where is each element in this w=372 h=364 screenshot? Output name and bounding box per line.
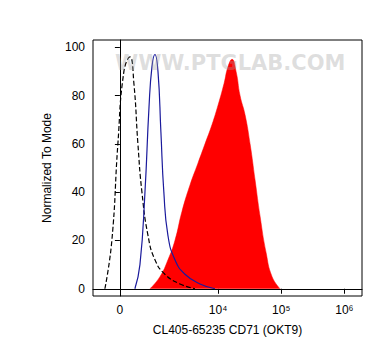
- svg-text:80: 80: [72, 89, 86, 103]
- svg-text:60: 60: [72, 137, 86, 151]
- svg-text:10⁶: 10⁶: [335, 303, 353, 317]
- svg-text:40: 40: [72, 185, 86, 199]
- svg-text:CL405-65235 CD71 (OKT9): CL405-65235 CD71 (OKT9): [153, 323, 302, 337]
- svg-text:10⁵: 10⁵: [272, 303, 290, 317]
- svg-text:100: 100: [65, 40, 85, 54]
- svg-text:Normalized To Mode: Normalized To Mode: [40, 113, 54, 223]
- svg-text:0: 0: [78, 282, 85, 296]
- svg-text:10⁴: 10⁴: [209, 303, 228, 317]
- svg-text:0: 0: [117, 303, 124, 317]
- svg-text:WWW.PTGLAB.COM: WWW.PTGLAB.COM: [115, 51, 346, 75]
- svg-text:20: 20: [72, 233, 86, 247]
